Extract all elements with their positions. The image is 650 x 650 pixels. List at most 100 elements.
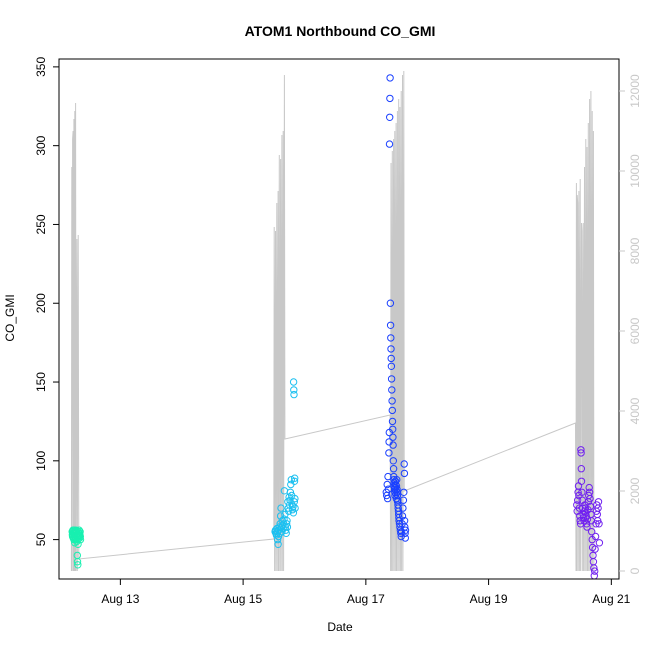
y2-tick-label: 12000: [628, 74, 642, 108]
data-point: [577, 477, 586, 485]
data-point: [290, 477, 299, 485]
data-point: [577, 449, 585, 457]
data-point: [393, 476, 401, 484]
data-point: [74, 561, 82, 569]
data-point: [290, 386, 298, 394]
data-point: [386, 94, 394, 103]
data-point: [290, 390, 298, 399]
data-point: [385, 449, 393, 457]
data-point: [591, 545, 599, 553]
data-point: [398, 512, 407, 520]
data-point: [283, 523, 292, 531]
y-axis-label: CO_GMI: [3, 294, 17, 341]
altitude-layer: [70, 70, 595, 572]
data-point: [388, 417, 397, 426]
data-point: [289, 509, 298, 517]
y2-tick-label: 8000: [628, 237, 642, 264]
data-point: [400, 469, 409, 478]
data-point: [394, 496, 402, 504]
data-point: [291, 474, 299, 482]
data-point: [383, 494, 392, 503]
data-point: [586, 494, 594, 503]
altitude-line: [70, 70, 595, 572]
data-point: [388, 397, 396, 405]
y2-tick-label: 4000: [628, 397, 642, 424]
x-tick-label: Aug 17: [347, 592, 385, 606]
data-point: [384, 472, 392, 481]
data-point: [291, 504, 299, 512]
y2-tick-label: 0: [628, 567, 642, 574]
data-point: [286, 488, 295, 496]
axes-layer: Aug 13 Aug 15 Aug 17 Aug 19 Aug 21 50 100 150 20…: [34, 57, 642, 606]
data-point: [583, 515, 592, 523]
data-point: [389, 433, 397, 441]
data-point: [386, 113, 394, 122]
data-point: [388, 386, 396, 394]
x-tick-label: Aug 13: [101, 592, 139, 606]
data-point: [392, 487, 400, 495]
data-point: [399, 496, 408, 504]
x-tick-label: Aug 19: [470, 592, 508, 606]
y-tick-label: 150: [34, 372, 48, 392]
data-point: [273, 535, 282, 544]
y-tick-label: 300: [34, 135, 48, 155]
y-tick-label: 250: [34, 214, 48, 234]
data-point: [389, 441, 397, 449]
chart-title: ATOM1 Northbound CO_GMI: [245, 23, 436, 39]
y-tick-label: 200: [34, 293, 48, 313]
data-point: [590, 564, 598, 572]
data-point: [289, 378, 298, 386]
y2-tick-label: 2000: [628, 477, 642, 504]
data-point: [583, 523, 591, 531]
data-point: [391, 477, 400, 485]
data-point: [400, 488, 408, 496]
data-point: [577, 465, 585, 473]
data-point: [401, 529, 409, 537]
data-point: [385, 140, 394, 148]
data-point: [585, 483, 593, 492]
data-point: [577, 446, 585, 454]
x-axis-label: Date: [327, 620, 353, 634]
data-point: [594, 498, 603, 506]
data-point: [595, 520, 603, 528]
data-point: [387, 334, 395, 342]
y2-tick-label: 6000: [628, 317, 642, 344]
points-layer: [68, 74, 604, 580]
data-point: [387, 345, 395, 353]
data-point: [588, 528, 596, 536]
data-point: [387, 362, 396, 370]
data-point: [387, 375, 396, 383]
plot-frame: [58, 58, 620, 580]
data-point: [574, 496, 582, 504]
x-tick-label: Aug 21: [592, 592, 630, 606]
y-tick-label: 50: [34, 533, 48, 547]
y-tick-label: 100: [34, 450, 48, 470]
data-point: [282, 520, 291, 528]
data-point: [291, 494, 299, 503]
data-point: [76, 528, 84, 536]
data-point: [76, 532, 85, 541]
data-point: [386, 74, 394, 82]
data-point: [401, 526, 410, 534]
y-tick-label: 350: [34, 57, 48, 77]
data-point: [386, 299, 395, 307]
data-point: [400, 460, 408, 468]
data-point: [277, 504, 285, 512]
data-point: [386, 321, 395, 329]
y2-tick-label: 10000: [628, 154, 642, 188]
data-point: [389, 457, 397, 465]
data-point: [383, 480, 391, 489]
data-point: [595, 539, 604, 547]
x-tick-label: Aug 15: [224, 592, 262, 606]
data-point: [73, 558, 82, 566]
data-point: [286, 496, 294, 504]
data-point: [401, 534, 409, 542]
data-point: [591, 532, 600, 541]
data-point: [388, 406, 396, 415]
data-point: [578, 488, 586, 496]
data-point: [387, 354, 395, 363]
data-point: [389, 465, 398, 473]
data-point: [76, 535, 85, 544]
data-point: [274, 540, 282, 548]
